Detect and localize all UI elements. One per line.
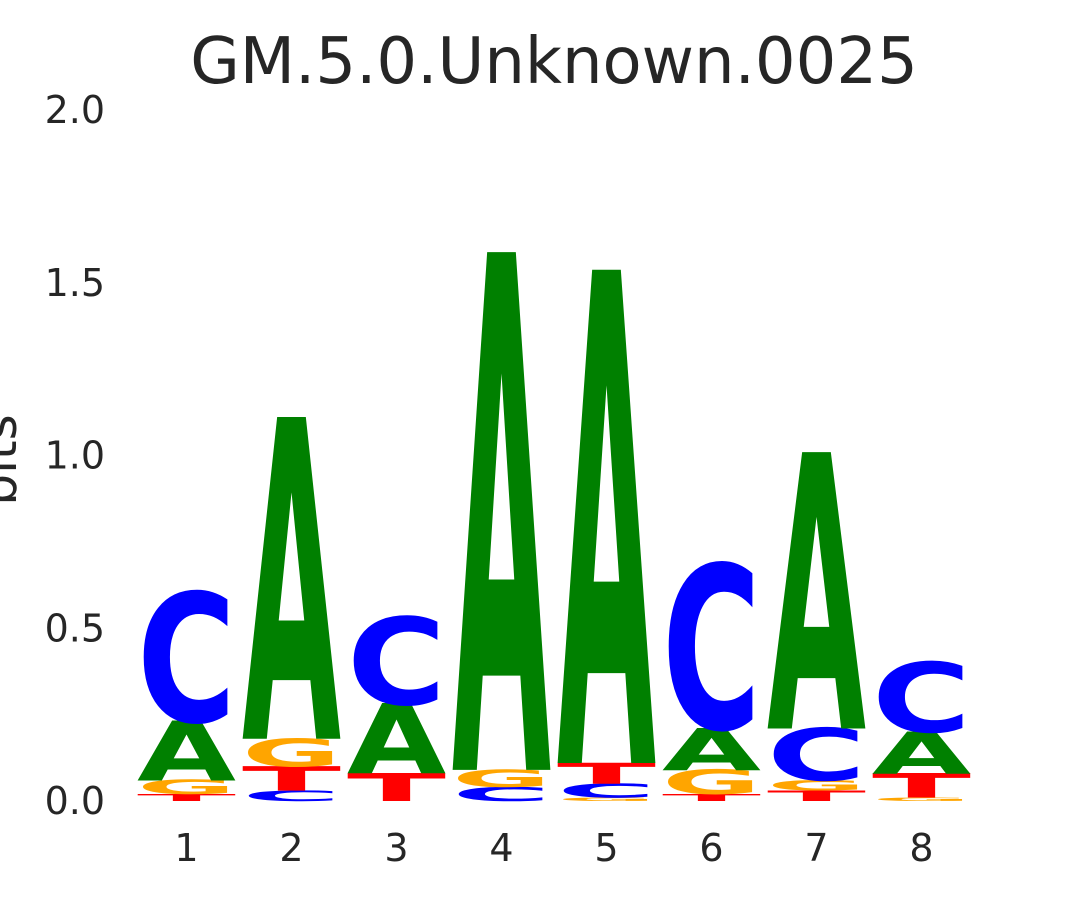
logo-letter-A: A — [347, 684, 446, 796]
logo-letter-T: T — [242, 759, 341, 798]
y-axis-ticks: 0.0 0.5 1.0 1.5 2.0 — [45, 88, 105, 823]
y-tick-label: 0.0 — [45, 779, 105, 823]
logo-letter-G: G — [242, 731, 341, 776]
chart-title: GM.5.0.Unknown.0025 — [190, 25, 918, 99]
x-axis-ticks: 1 2 3 4 5 6 7 8 — [174, 826, 933, 870]
logo-letter-A: A — [137, 705, 236, 800]
x-tick-label: 4 — [489, 826, 513, 870]
logo-letter-C: C — [767, 714, 866, 797]
logo-letter-A: A — [452, 112, 552, 900]
y-tick-label: 1.0 — [45, 434, 105, 478]
logo-letter-C: C — [452, 783, 551, 805]
logo-letter-C: C — [662, 520, 761, 782]
logo-letter-G: G — [557, 797, 656, 803]
logo-letter-C: C — [872, 643, 971, 755]
logo-letter-G: G — [872, 797, 971, 803]
y-tick-label: 2.0 — [45, 88, 105, 132]
logo-stack-position-4: CGA — [452, 112, 552, 900]
logo-stack-position-3: TAC — [347, 594, 446, 810]
x-tick-label: 8 — [909, 826, 933, 870]
logo-letter-T: T — [872, 766, 971, 805]
logo-letter-C: C — [557, 780, 656, 802]
x-tick-label: 3 — [384, 826, 408, 870]
x-tick-label: 7 — [804, 826, 828, 870]
logo-letter-A: A — [662, 717, 761, 784]
logo-letter-A: A — [872, 721, 971, 788]
logo-letter-G: G — [767, 777, 866, 794]
y-axis-label: bits — [0, 414, 28, 505]
y-tick-label: 1.5 — [45, 261, 105, 305]
logo-letter-T: T — [767, 788, 866, 805]
logo-letter-G: G — [662, 763, 761, 802]
logo-letter-T: T — [347, 766, 446, 811]
logo-letter-C: C — [347, 594, 446, 733]
logo-letter-A: A — [767, 376, 867, 818]
logo-letter-C: C — [137, 558, 236, 764]
logo-letter-G: G — [452, 765, 551, 793]
logo-letter-C: C — [242, 788, 341, 805]
logo-letter-A: A — [557, 135, 657, 900]
x-tick-label: 5 — [594, 826, 618, 870]
logo-letter-T: T — [557, 757, 656, 791]
x-tick-label: 6 — [699, 826, 723, 870]
logo-letter-T: T — [137, 792, 236, 803]
logo-letter-G: G — [137, 777, 236, 799]
logo-letter-T: T — [662, 792, 761, 803]
x-tick-label: 2 — [279, 826, 303, 870]
y-tick-label: 0.5 — [45, 606, 105, 650]
logo-letter-A: A — [242, 329, 342, 844]
x-tick-label: 1 — [174, 826, 198, 870]
